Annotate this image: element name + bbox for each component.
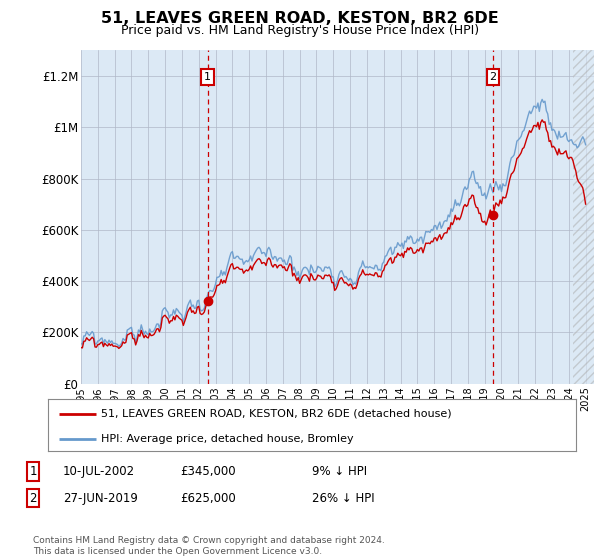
- Text: 26% ↓ HPI: 26% ↓ HPI: [312, 492, 374, 505]
- Text: 9% ↓ HPI: 9% ↓ HPI: [312, 465, 367, 478]
- Text: 51, LEAVES GREEN ROAD, KESTON, BR2 6DE (detached house): 51, LEAVES GREEN ROAD, KESTON, BR2 6DE (…: [101, 409, 451, 419]
- Text: HPI: Average price, detached house, Bromley: HPI: Average price, detached house, Brom…: [101, 435, 353, 445]
- Text: Contains HM Land Registry data © Crown copyright and database right 2024.
This d: Contains HM Land Registry data © Crown c…: [33, 536, 385, 556]
- Text: 2: 2: [490, 72, 496, 82]
- Text: 1: 1: [204, 72, 211, 82]
- Text: £345,000: £345,000: [180, 465, 236, 478]
- Text: 10-JUL-2002: 10-JUL-2002: [63, 465, 135, 478]
- Text: 51, LEAVES GREEN ROAD, KESTON, BR2 6DE: 51, LEAVES GREEN ROAD, KESTON, BR2 6DE: [101, 11, 499, 26]
- Text: 2: 2: [29, 492, 37, 505]
- Text: 1: 1: [29, 465, 37, 478]
- Text: £625,000: £625,000: [180, 492, 236, 505]
- Text: Price paid vs. HM Land Registry's House Price Index (HPI): Price paid vs. HM Land Registry's House …: [121, 24, 479, 36]
- Text: 27-JUN-2019: 27-JUN-2019: [63, 492, 138, 505]
